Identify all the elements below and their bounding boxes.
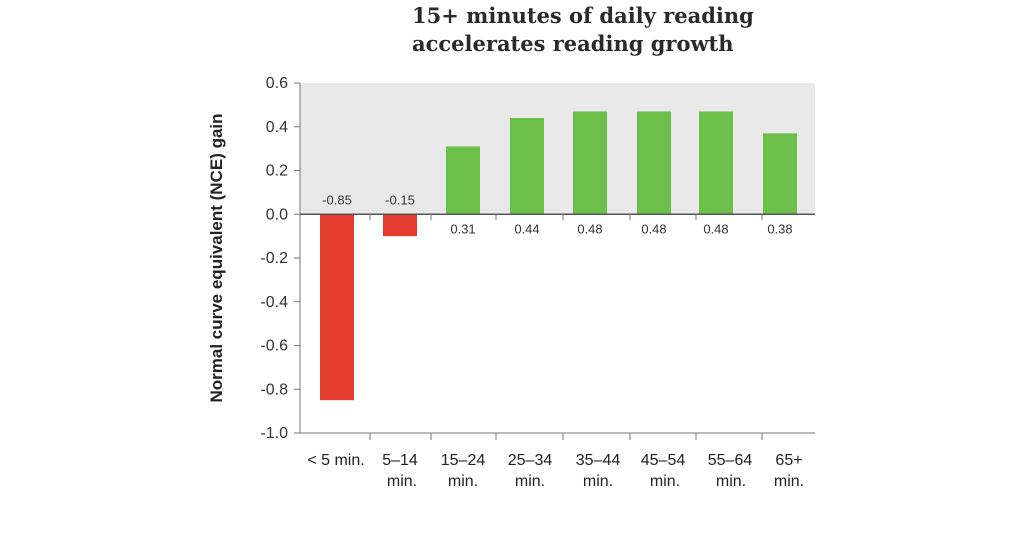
x-tick-label: 25–34: [508, 452, 553, 469]
x-tick-label: 5–14: [382, 452, 418, 469]
x-tick-label: min.: [650, 473, 680, 490]
plot-background: [300, 83, 815, 215]
y-tick-label: -0.8: [260, 381, 288, 398]
y-tick-label: 0.4: [266, 119, 288, 136]
y-tick-label: -1.0: [260, 425, 288, 442]
chart-title-line-1: 15+ minutes of daily reading: [412, 3, 754, 28]
bar: [699, 111, 733, 215]
x-tick-label: 35–44: [576, 452, 621, 469]
data-label: 0.38: [767, 221, 792, 236]
x-tick-label: min.: [448, 473, 478, 490]
x-tick-label: 65+: [775, 452, 802, 469]
y-tick-label: -0.4: [260, 294, 288, 311]
bar: [446, 146, 480, 215]
data-label: -0.85: [322, 192, 352, 207]
y-tick-label: 0.2: [266, 163, 288, 180]
x-tick-label: 15–24: [441, 452, 486, 469]
data-label: 0.48: [641, 221, 666, 236]
bar: [637, 111, 671, 215]
x-axis: < 5 min. 5–14 min. 15–24 min. 25–34 min. 35–44 m…: [300, 214, 815, 490]
y-tick-label: 0.0: [266, 206, 288, 223]
bar: [573, 111, 607, 215]
x-tick-label: 45–54: [641, 452, 686, 469]
y-axis-label: Normal curve equivalent (NCE) gain: [207, 113, 226, 402]
data-label: 0.31: [450, 221, 475, 236]
data-label: -0.15: [385, 192, 415, 207]
data-label: 0.48: [577, 221, 602, 236]
bar: [763, 133, 797, 215]
x-tick-label: < 5 min.: [307, 452, 364, 469]
x-tick-label: min.: [515, 473, 545, 490]
x-tick-label: 55–64: [708, 452, 753, 469]
y-tick-label: 0.6: [266, 75, 288, 92]
chart-title: 15+ minutes of daily reading accelerates…: [412, 3, 754, 56]
y-tick-label: -0.2: [260, 250, 288, 267]
y-axis: 0.6 0.4 0.2 0.0 -0.2 -0.4 -0.6 -0.8 -1.0: [260, 75, 301, 442]
data-label: 0.48: [703, 221, 728, 236]
x-tick-label: min.: [774, 473, 804, 490]
bars: [320, 111, 797, 401]
bar: [510, 118, 544, 215]
bar: [383, 214, 417, 237]
data-labels: -0.85 -0.15 0.31 0.44 0.48 0.48 0.48 0.38: [322, 192, 792, 236]
bar: [320, 214, 354, 401]
x-tick-label: min.: [716, 473, 746, 490]
x-tick-label: min.: [387, 473, 417, 490]
x-tick-label: min.: [583, 473, 613, 490]
y-tick-label: -0.6: [260, 338, 288, 355]
data-label: 0.44: [514, 221, 539, 236]
chart-title-line-2: accelerates reading growth: [412, 31, 734, 56]
